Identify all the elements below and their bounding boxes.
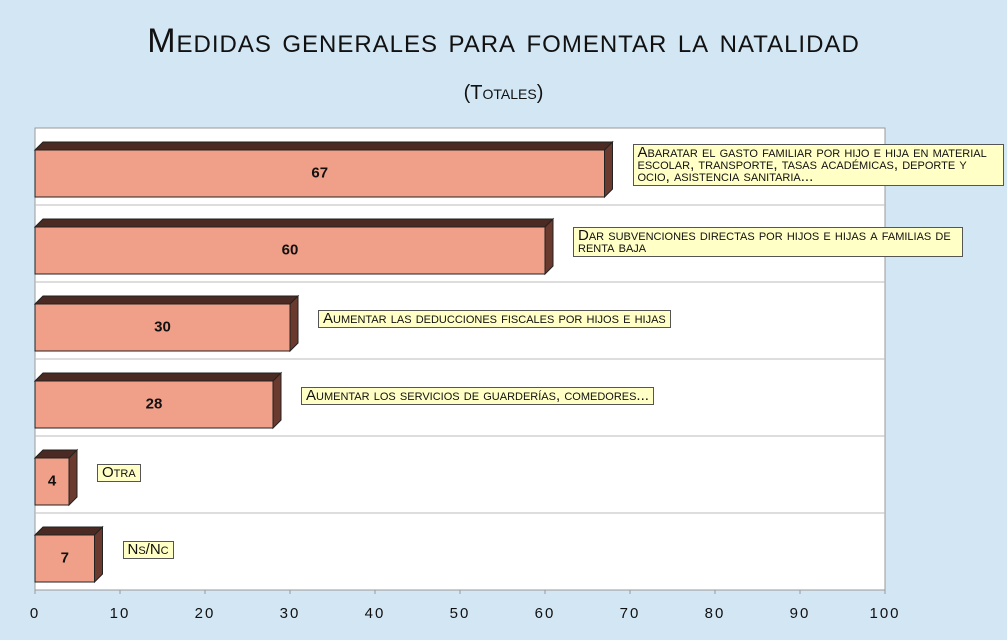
chart-title: Medidas generales para fomentar la natal…	[147, 22, 860, 60]
category-label: Dar subvenciones directas por hijos e hi…	[573, 227, 963, 257]
bar-side	[94, 525, 103, 584]
bar-side	[68, 448, 78, 507]
bar	[34, 226, 546, 275]
x-tick-label: 90	[790, 605, 811, 622]
bar-side	[544, 217, 554, 276]
category-label: Aumentar las deducciones fiscales por hi…	[318, 310, 671, 328]
bar	[34, 534, 95, 583]
value-label: 28	[146, 395, 163, 412]
x-tick-label: 50	[450, 605, 471, 622]
bar-side	[604, 140, 613, 199]
bar-top	[33, 295, 300, 305]
category-label: Otra	[97, 464, 141, 482]
x-tick-label: 70	[620, 605, 641, 622]
x-tick-label: 100	[869, 605, 900, 622]
x-tick-label: 40	[365, 605, 386, 622]
bar-top	[33, 218, 555, 228]
bar	[34, 380, 274, 429]
value-label: 67	[311, 164, 328, 181]
category-label: Abaratar el gasto familiar por hijo e hi…	[632, 144, 1004, 186]
bar-top	[33, 372, 283, 382]
chart-subtitle: (Totales)	[463, 82, 544, 104]
value-label: 60	[282, 241, 299, 258]
value-label: 4	[48, 472, 57, 489]
category-label: Ns/Nc	[122, 541, 174, 559]
x-tick-label: 60	[535, 605, 556, 622]
value-label: 7	[61, 549, 69, 566]
bar-top	[33, 141, 614, 151]
bar-top	[33, 526, 104, 536]
bar-side	[272, 371, 282, 430]
x-tick-label: 10	[110, 605, 131, 622]
value-label: 30	[154, 318, 171, 335]
category-label: Aumentar los servicios de guarderías, co…	[301, 387, 654, 405]
x-tick-label: 20	[195, 605, 216, 622]
x-tick-label: 80	[705, 605, 726, 622]
bar	[34, 149, 605, 198]
bar	[34, 457, 70, 506]
x-tick-label: 0	[30, 605, 40, 622]
bar	[34, 303, 291, 352]
x-tick-label: 30	[280, 605, 301, 622]
bar-side	[289, 294, 299, 353]
